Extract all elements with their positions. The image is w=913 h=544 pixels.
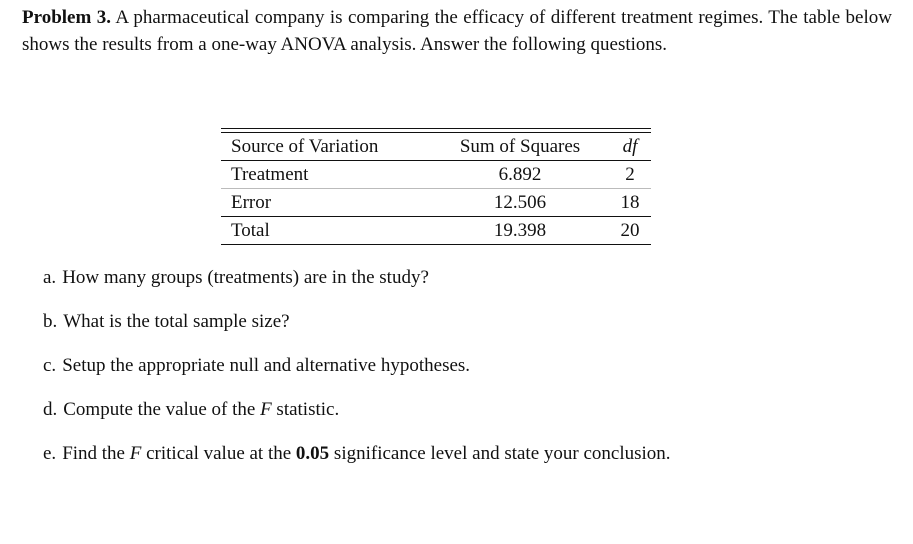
question-text: statistic. [276, 399, 340, 420]
question-label: e. [43, 443, 57, 464]
anova-table-container: Source of Variation Sum of Squares df Tr… [221, 128, 651, 245]
question-text: What is the total sample size? [63, 311, 290, 332]
question-text: Compute the value of the [63, 399, 256, 420]
problem-statement: Problem 3. A pharmaceutical company is c… [22, 4, 892, 58]
question-text: How many groups (treatments) are in the … [62, 267, 429, 288]
table-row: Error 12.506 18 [221, 188, 651, 217]
question-text: critical value at the [146, 443, 292, 464]
question-text: Setup the appropriate null and alternati… [62, 355, 471, 376]
question-label: b. [43, 311, 58, 332]
question-label: c. [43, 355, 57, 376]
f-variable: F [260, 399, 272, 420]
table-header-row: Source of Variation Sum of Squares df [221, 132, 651, 161]
row-ss: 12.506 [431, 188, 609, 217]
header-source: Source of Variation [221, 132, 431, 161]
header-df: df [609, 132, 651, 161]
anova-table: Source of Variation Sum of Squares df Tr… [221, 128, 651, 245]
question-label: a. [43, 267, 57, 288]
problem-text: A pharmaceutical company is comparing th… [22, 7, 892, 55]
table-row: Treatment 6.892 2 [221, 160, 651, 189]
row-df: 18 [609, 188, 651, 217]
question-text: significance level and state your conclu… [333, 443, 671, 464]
table-row: Total 19.398 20 [221, 216, 651, 245]
question-e: e. Find the F critical value at the 0.05 … [43, 442, 671, 466]
question-c: c. Setup the appropriate null and alterna… [43, 354, 470, 378]
row-ss: 19.398 [431, 216, 609, 245]
question-label: d. [43, 399, 58, 420]
row-ss: 6.892 [431, 160, 609, 189]
row-source: Error [221, 188, 431, 217]
row-source: Treatment [221, 160, 431, 189]
row-source: Total [221, 216, 431, 245]
f-variable: F [129, 443, 142, 464]
row-df: 2 [609, 160, 651, 189]
question-text: Find the [62, 443, 125, 464]
question-a: a. How many groups (treatments) are in th… [43, 266, 429, 290]
row-df: 20 [609, 216, 651, 245]
question-d: d. Compute the value of the F statistic. [43, 398, 339, 422]
question-b: b. What is the total sample size? [43, 310, 290, 334]
header-sum-of-squares: Sum of Squares [431, 132, 609, 161]
significance-level: 0.05 [295, 443, 330, 464]
problem-label: Problem 3. [22, 7, 111, 28]
